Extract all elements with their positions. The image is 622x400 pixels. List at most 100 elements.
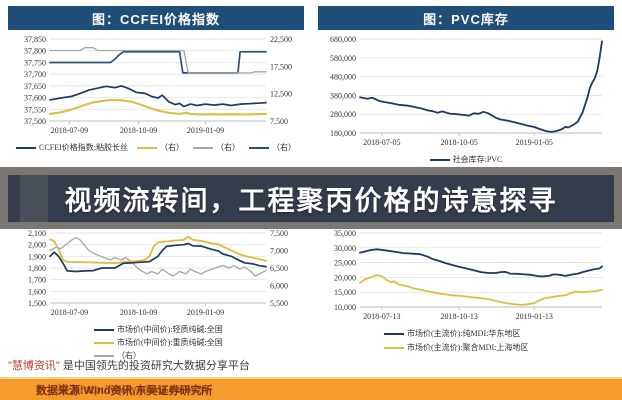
left-axis-tick-label: 37,850 bbox=[24, 35, 46, 44]
x-axis-tick-label: 2019-01-13 bbox=[516, 312, 553, 321]
left-axis-tick-label: 25,000 bbox=[334, 259, 356, 268]
footer-marquee-bar: 进入http://www.hibor.com.cn 数据来源:Wind资讯,东吴… bbox=[0, 377, 622, 400]
legend-item: 市场价(中间价):轻质纯碱:全国 bbox=[94, 324, 306, 335]
x-axis-tick-label: 2018-07-13 bbox=[363, 312, 400, 321]
line-chart-mdi: 35,000 30,000 25,000 20,000 15,000 10,000 2018… bbox=[334, 229, 603, 321]
legend-ccfei: CCFEI价格指数:粘胶长丝 （右） （右） （右） bbox=[6, 142, 306, 153]
left-axis-tick-label: 37,750 bbox=[24, 58, 46, 67]
legend-soda-ash: 市场价(中间价):轻质纯碱:全国 市场价(中间价):重质纯碱:全国 （右） bbox=[6, 324, 306, 361]
left-axis-tick-label: 280,000 bbox=[330, 110, 356, 119]
chart-panel-mdi: 35,000 30,000 25,000 20,000 15,000 10,000 2018… bbox=[316, 228, 616, 356]
overlay-banner-band: 视频流转间，工程聚丙价格的诗意探寻 bbox=[0, 167, 622, 229]
left-axis-tick-label: 680,000 bbox=[330, 35, 356, 44]
left-axis-tick-label: 15,000 bbox=[334, 288, 356, 297]
left-axis-tick-label: 37,600 bbox=[24, 94, 46, 103]
left-axis-tick-label: 1,500 bbox=[28, 299, 46, 308]
legend-label: （右） bbox=[271, 143, 296, 152]
left-axis-tick-label: 37,800 bbox=[24, 47, 46, 56]
left-axis-tick-label: 2,000 bbox=[28, 241, 46, 250]
chart-title-ccfei: 图：CCFEI价格指数 bbox=[8, 6, 304, 30]
legend-marker bbox=[94, 341, 114, 344]
legend-marker bbox=[192, 146, 213, 149]
left-axis-tick-label: 37,650 bbox=[24, 82, 46, 91]
banner-title: 视频流转间，工程聚丙价格的诗意探寻 bbox=[64, 186, 558, 216]
left-axis-tick-label: 480,000 bbox=[330, 73, 356, 82]
chart-title-pvc: 图：PVC库存 bbox=[318, 6, 614, 30]
left-axis-tick-label: 180,000 bbox=[330, 129, 356, 138]
x-axis-tick-label: 2018-10-05 bbox=[441, 138, 478, 147]
legend-label: （右） bbox=[159, 143, 184, 152]
left-axis-tick-label: 10,000 bbox=[334, 303, 356, 312]
legend-label: 市场价(中间价):重质纯碱:全国 bbox=[117, 338, 223, 347]
left-axis-tick-label: 380,000 bbox=[330, 91, 356, 100]
legend-label: （右） bbox=[117, 351, 141, 360]
legend-marker bbox=[429, 158, 450, 161]
legend-marker bbox=[384, 332, 404, 335]
legend-item: （右） bbox=[248, 142, 296, 153]
right-axis-tick-label: 17,500 bbox=[270, 62, 292, 71]
series-line bbox=[49, 235, 267, 264]
right-axis-tick-label: 7,000 bbox=[270, 247, 288, 256]
series-line bbox=[49, 85, 267, 108]
x-axis-tick-label: 2018-10-09 bbox=[120, 308, 157, 317]
x-axis-tick-label: 2018-10-09 bbox=[120, 126, 157, 135]
right-axis-tick-label: 5,500 bbox=[270, 299, 288, 308]
series-line bbox=[48, 98, 268, 116]
left-axis-tick-label: 30,000 bbox=[334, 244, 356, 253]
legend-marker bbox=[136, 146, 157, 149]
chart-panel-soda-ash: 2,100 2,000 1,900 1,800 1,700 1,600 1,500 7,500… bbox=[6, 228, 306, 360]
series-line bbox=[359, 274, 603, 306]
left-axis-tick-label: 35,000 bbox=[334, 229, 356, 238]
left-axis-tick-label: 20,000 bbox=[334, 273, 356, 282]
right-axis-tick-label: 12,500 bbox=[270, 90, 292, 99]
legend-item: 市场价(中间价):重质纯碱:全国 bbox=[94, 337, 306, 348]
legend-marker bbox=[94, 328, 114, 331]
marquee-text-secondary: 进入http://www.hibor.com.cn bbox=[58, 384, 208, 396]
left-axis-tick-label: 1,600 bbox=[28, 287, 46, 296]
right-axis-tick-label: 7,500 bbox=[270, 229, 288, 238]
series-line bbox=[49, 47, 267, 74]
left-axis-tick-label: 37,700 bbox=[24, 70, 46, 79]
footer-tagline: 是中国领先的投资研究大数据分享平台 bbox=[59, 360, 250, 372]
line-chart-pvc: 680,000 580,000 480,000 380,000 280,000 180,0… bbox=[330, 35, 603, 147]
right-axis-tick-label: 6,000 bbox=[270, 282, 288, 291]
legend-item: 市场价(主流价):纯MDI:华东地区 bbox=[384, 328, 616, 339]
legend-marker bbox=[248, 146, 269, 149]
legend-item: CCFEI价格指数:粘胶长丝 bbox=[16, 142, 128, 153]
x-axis-tick-label: 2019-01-09 bbox=[187, 126, 224, 135]
x-axis-tick-label: 2019-01-09 bbox=[187, 308, 224, 317]
x-axis-tick-label: 2018-07-05 bbox=[363, 138, 400, 147]
left-axis-tick-label: 2,100 bbox=[28, 229, 46, 238]
series-line bbox=[359, 40, 603, 133]
left-axis-tick-label: 37,500 bbox=[24, 117, 46, 126]
x-axis-tick-label: 2018-10-13 bbox=[441, 312, 478, 321]
footer-tagline-line: "慧博资讯" 是中国领先的投资研究大数据分享平台 bbox=[8, 357, 250, 373]
legend-item: 市场价(主流价):聚合MDI:上海地区 bbox=[384, 342, 616, 353]
legend-label: 市场价(主流价):纯MDI:华东地区 bbox=[407, 329, 521, 338]
legend-marker bbox=[16, 146, 37, 149]
legend-label: 社会库存:PVC bbox=[452, 155, 503, 164]
chart-panel-ccfei: 图：CCFEI价格指数 37,850 37,800 37,750 37,700 37,6… bbox=[6, 4, 306, 166]
legend-marker bbox=[384, 346, 404, 349]
right-axis-tick-label: 22,500 bbox=[270, 35, 292, 44]
legend-label: 市场价(中间价):轻质纯碱:全国 bbox=[117, 325, 223, 334]
left-axis-tick-label: 1,900 bbox=[28, 252, 46, 261]
left-axis-tick-label: 37,550 bbox=[24, 105, 46, 114]
x-axis-tick-label: 2018-07-09 bbox=[51, 308, 88, 317]
left-axis-tick-label: 1,800 bbox=[28, 264, 46, 273]
legend-item: （右） bbox=[136, 142, 184, 153]
legend-label: 市场价(主流价):聚合MDI:上海地区 bbox=[407, 343, 529, 352]
marquee-text-primary: 数据来源:Wind资讯,东吴证券研究所 bbox=[36, 385, 213, 397]
series-line bbox=[359, 248, 603, 278]
legend-item: （右） bbox=[94, 350, 306, 361]
line-chart-soda-ash: 2,100 2,000 1,900 1,800 1,700 1,600 1,500 7,500… bbox=[28, 229, 288, 317]
x-axis-tick-label: 2019-01-05 bbox=[516, 138, 553, 147]
footer-brand: "慧博资讯" bbox=[8, 360, 60, 372]
banner-accent-block bbox=[20, 175, 48, 222]
legend-item: （右） bbox=[192, 142, 240, 153]
series-line bbox=[49, 242, 267, 273]
legend-mdi: 市场价(主流价):纯MDI:华东地区 市场价(主流价):聚合MDI:上海地区 bbox=[316, 328, 616, 353]
right-axis-tick-label: 7,500 bbox=[270, 117, 288, 126]
series-line bbox=[49, 50, 267, 74]
